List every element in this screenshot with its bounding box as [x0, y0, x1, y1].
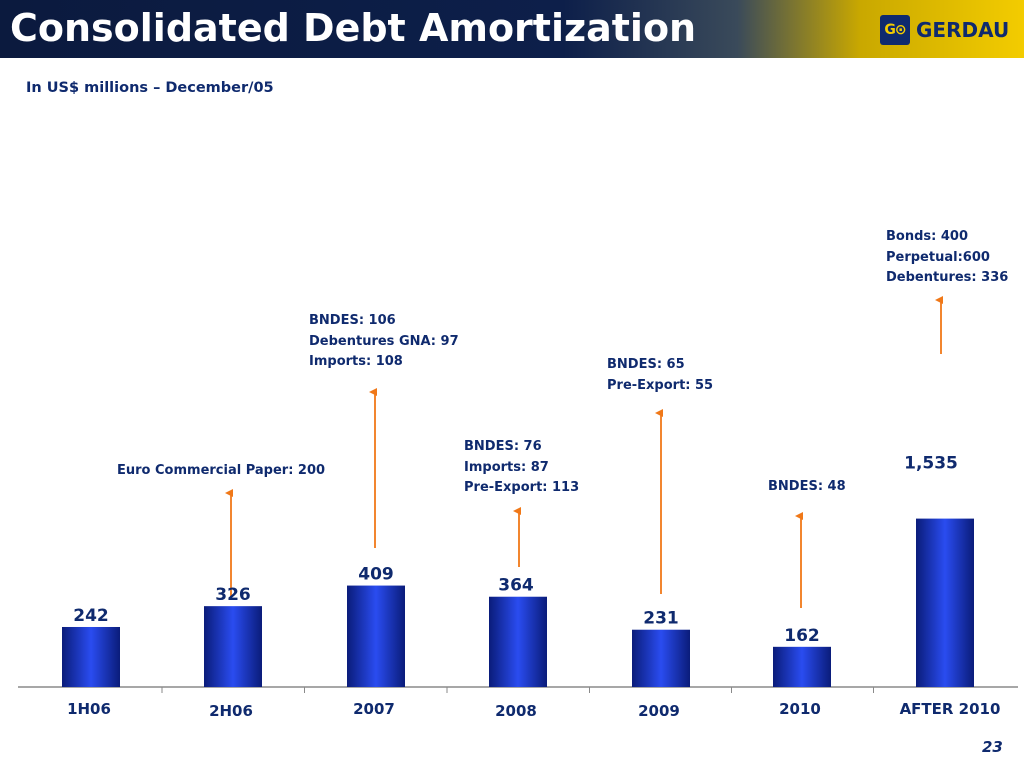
annotation-line: Imports: 108: [309, 354, 403, 369]
annotation-line: Debentures GNA: 97: [309, 333, 459, 349]
category-label: 2009: [638, 702, 680, 720]
gerdau-logo-icon: G⊙: [880, 15, 910, 45]
gerdau-logo-text: GERDAU: [916, 18, 1010, 42]
bar-2009: [632, 629, 690, 687]
annotation-line: Bonds: 400: [886, 229, 968, 244]
value-label: 326: [215, 585, 251, 605]
bar-2008: [489, 596, 547, 687]
category-label: 2007: [353, 700, 395, 718]
category-label: 1H06: [67, 700, 111, 718]
page-title: Consolidated Debt Amortization: [10, 6, 697, 50]
annotation-line: BNDES: 48: [768, 479, 846, 494]
value-label: 242: [73, 606, 109, 626]
value-label: 364: [498, 576, 534, 596]
chart-subtitle: In US$ millions – December/05: [26, 80, 274, 96]
category-label: 2010: [779, 700, 821, 718]
value-label: 162: [784, 626, 820, 646]
annotation-line: BNDES: 106: [309, 313, 396, 328]
annotation-note: BNDES: 48: [768, 477, 846, 498]
annotation-line: Perpetual:600: [886, 249, 990, 265]
annotation-note: BNDES: 106 Debentures GNA: 97 Imports: 108: [309, 311, 459, 373]
annotation-line: BNDES: 76: [464, 439, 542, 454]
annotation-line: BNDES: 65: [607, 357, 685, 372]
annotation-line: Pre-Export: 55: [607, 377, 714, 393]
category-label: 2008: [495, 702, 537, 720]
bar-after-2010: [916, 518, 974, 687]
annotation-note: BNDES: 76 Imports: 87 Pre-Export: 113: [464, 437, 579, 499]
value-label: 1,535: [904, 454, 958, 474]
value-label: 409: [358, 565, 394, 585]
bar-1h06: [62, 626, 120, 687]
annotation-line: Euro Commercial Paper: 200: [117, 463, 326, 478]
value-label: 231: [643, 609, 679, 629]
annotation-note: Bonds: 400 Perpetual:600 Debentures: 336: [886, 227, 1008, 289]
annotation-line: Imports: 87: [464, 459, 549, 475]
category-label: AFTER 2010: [900, 700, 1001, 718]
annotation-line: Debentures: 336: [886, 270, 1009, 285]
annotation-note: Euro Commercial Paper: 200: [117, 461, 325, 482]
bar-2h06: [204, 606, 262, 687]
bar-2010: [773, 646, 831, 687]
gerdau-logo: G⊙ GERDAU: [880, 14, 1009, 46]
annotation-line: Pre-Export: 113: [464, 480, 580, 495]
annotation-note: BNDES: 65 Pre-Export: 55: [607, 355, 713, 396]
header-banner: Consolidated Debt Amortization G⊙ GERDAU: [0, 0, 1024, 58]
category-label: 2H06: [209, 702, 253, 720]
page-number: 23: [982, 738, 1003, 756]
bar-2007: [347, 585, 405, 687]
